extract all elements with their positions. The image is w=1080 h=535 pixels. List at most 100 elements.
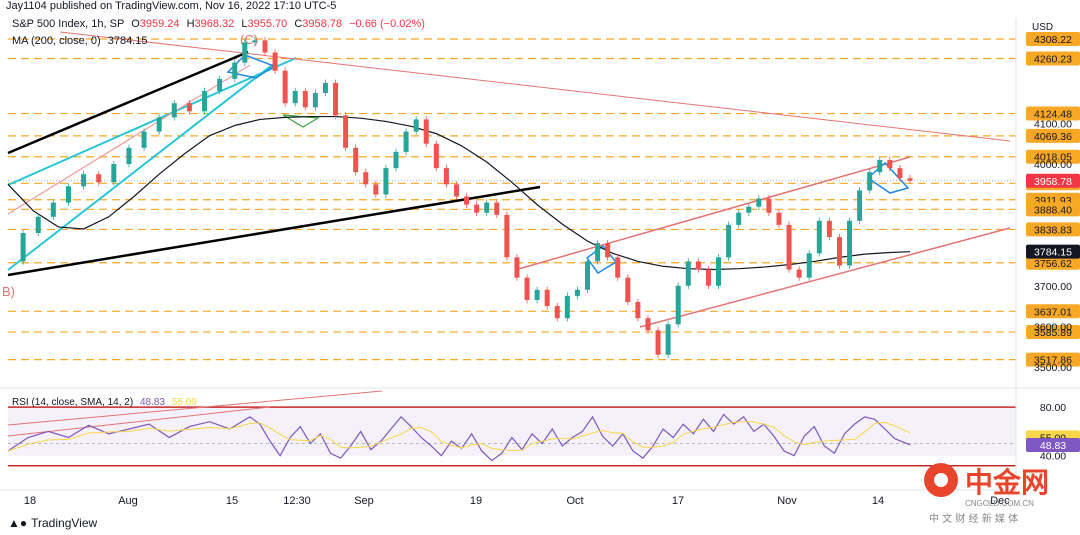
price-level-badge bbox=[1026, 255, 1080, 270]
price-tick-label: 4100.00 bbox=[1034, 118, 1072, 130]
candle-body bbox=[302, 91, 308, 108]
time-tick-label: 17 bbox=[672, 495, 684, 507]
price-level-label: 3838.83 bbox=[1034, 224, 1072, 236]
candle-body bbox=[333, 82, 339, 116]
tradingview-brand[interactable]: ▲● TradingView bbox=[8, 516, 97, 530]
candle-body bbox=[564, 295, 570, 319]
ma-200-line bbox=[7, 115, 911, 271]
watermark-tagline: 中 文 财 经 新 媒 体 bbox=[929, 512, 1018, 525]
candle-body bbox=[373, 184, 379, 195]
candle-body bbox=[736, 212, 742, 225]
price-level-label: 3888.40 bbox=[1034, 204, 1072, 216]
cngold-watermark: 中金网 CNGOLD.COM.CN 中 文 财 经 新 媒 体 bbox=[924, 463, 1049, 525]
candle-body bbox=[796, 269, 802, 278]
time-tick-label: Aug bbox=[118, 495, 138, 507]
ma-value-badge bbox=[1026, 244, 1080, 259]
candle-body bbox=[312, 93, 318, 108]
candle-body bbox=[474, 204, 480, 213]
pattern-box bbox=[585, 244, 618, 274]
candle-body bbox=[322, 82, 328, 94]
candle-body bbox=[847, 220, 853, 266]
candle-body bbox=[907, 178, 913, 181]
published-header: Jay1104 published on TradingView.com, No… bbox=[6, 0, 337, 12]
candle-body bbox=[584, 261, 590, 290]
candle-body bbox=[484, 202, 490, 213]
rsi-band bbox=[8, 407, 1016, 456]
candle-body bbox=[857, 190, 863, 221]
high-value: 3968.32 bbox=[194, 18, 235, 30]
rsi-ma-legend-value: 55.09 bbox=[171, 397, 197, 408]
price-level-label: 4124.48 bbox=[1034, 109, 1072, 121]
candle-body bbox=[544, 289, 550, 307]
price-tick-label: 3600.00 bbox=[1034, 321, 1072, 333]
candle-body bbox=[282, 70, 288, 104]
last-price-label: 3958.78 bbox=[1034, 176, 1072, 188]
candle-body bbox=[96, 174, 102, 183]
price-level-badge bbox=[1026, 128, 1080, 143]
candle-body bbox=[403, 131, 409, 152]
candle-body bbox=[595, 243, 601, 262]
candle-body bbox=[897, 168, 903, 179]
price-level-label: 4260.23 bbox=[1034, 53, 1072, 65]
candle-body bbox=[726, 224, 732, 258]
candle-body bbox=[756, 198, 762, 207]
candle-body bbox=[504, 214, 510, 258]
candle-body bbox=[514, 257, 520, 278]
rsi-legend-value: 48.83 bbox=[139, 397, 165, 408]
candle-body bbox=[383, 168, 389, 195]
candle-body bbox=[171, 103, 177, 118]
price-level-label: 3585.89 bbox=[1034, 327, 1072, 339]
candle-body bbox=[705, 269, 711, 286]
candle-body bbox=[826, 220, 832, 238]
candle-body bbox=[877, 159, 883, 173]
channel-upper-red bbox=[514, 156, 911, 271]
price-level-badge bbox=[1026, 202, 1080, 217]
resistance-line bbox=[59, 31, 1011, 142]
channel-line-lower bbox=[7, 61, 277, 271]
price-level-label: 3517.86 bbox=[1034, 355, 1072, 367]
candle-body bbox=[65, 186, 71, 203]
candle-body bbox=[655, 330, 661, 355]
rsi-tick-label: 80.00 bbox=[1040, 402, 1066, 414]
candle-body bbox=[202, 91, 208, 112]
candle-body bbox=[433, 143, 439, 169]
candle-body bbox=[867, 172, 873, 191]
rsi-badge bbox=[1026, 437, 1080, 452]
symbol-name: S&P 500 Index, 1h, SP bbox=[12, 18, 125, 30]
ma-legend-value: 3784.15 bbox=[107, 35, 148, 47]
candle-body bbox=[786, 224, 792, 270]
price-level-badge bbox=[1026, 325, 1080, 340]
rsi-label: RSI (14, close, SMA, 14, 2) bbox=[12, 397, 134, 408]
candle-body bbox=[685, 261, 691, 286]
candle-body bbox=[232, 62, 238, 79]
price-tick-label: 4000.00 bbox=[1034, 159, 1072, 171]
candle-body bbox=[242, 42, 248, 63]
high-label: H bbox=[186, 18, 195, 30]
symbol-legend[interactable]: S&P 500 Index, 1h, SP O3959.24 H3968.32 … bbox=[12, 18, 425, 30]
ma-legend[interactable]: MA (200, close, 0) 3784.15 bbox=[12, 35, 147, 47]
time-tick-label: 14 bbox=[872, 495, 884, 507]
time-tick-label: Dec bbox=[990, 495, 1010, 507]
candle-body bbox=[554, 306, 560, 319]
candle-body bbox=[836, 237, 842, 266]
rsi-tick-label: 40.00 bbox=[1040, 451, 1066, 463]
candle-body bbox=[645, 318, 651, 331]
candle-body bbox=[887, 159, 893, 169]
rsi-ma-line bbox=[7, 421, 911, 452]
low-value: 3955.70 bbox=[247, 18, 288, 30]
candle-body bbox=[292, 91, 298, 104]
time-tick-label: 19 bbox=[470, 495, 482, 507]
price-level-badge bbox=[1026, 32, 1080, 47]
price-tick-label: 3700.00 bbox=[1034, 281, 1072, 293]
candle-body bbox=[217, 78, 223, 92]
candle-body bbox=[716, 257, 722, 286]
price-level-badge bbox=[1026, 149, 1080, 164]
rsi-legend[interactable]: RSI (14, close, SMA, 14, 2) 48.83 55.09 bbox=[12, 397, 197, 408]
candle-body bbox=[453, 184, 459, 197]
brand-name: TradingView bbox=[31, 516, 98, 530]
low-label: L bbox=[241, 18, 248, 30]
price-level-badge bbox=[1026, 51, 1080, 66]
candle-body bbox=[272, 52, 278, 71]
candle-body bbox=[35, 216, 41, 234]
